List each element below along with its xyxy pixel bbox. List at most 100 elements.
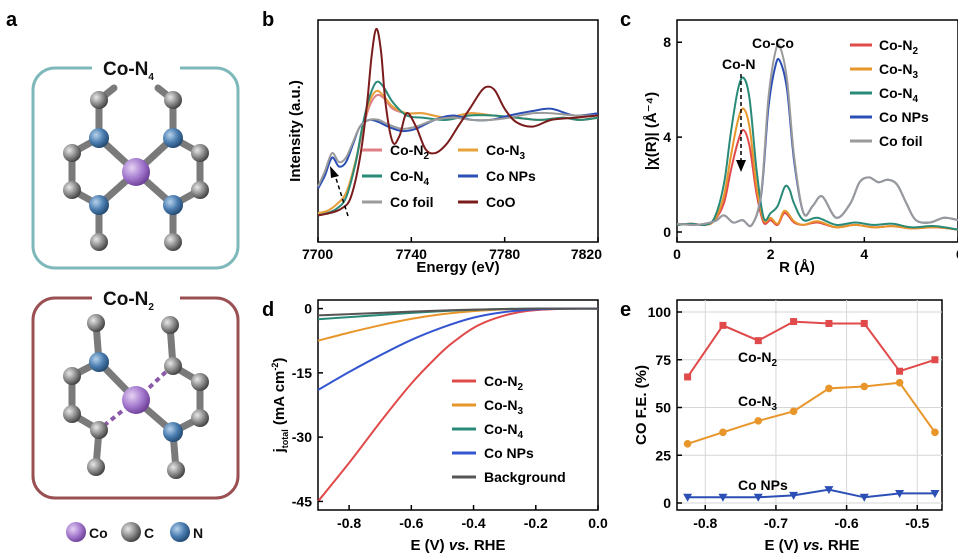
co-atom-label: Co (89, 525, 108, 541)
panel-c-line-co-foil (676, 43, 958, 228)
panel-e-ytick-label: 0 (663, 495, 671, 511)
panel-e-point-co-n3 (683, 439, 692, 448)
panel-d-ytick-label: -15 (292, 365, 312, 381)
panel-e-xtick-label: -0.5 (905, 515, 929, 531)
panel-c-xtick-label: 4 (860, 246, 868, 262)
panel-c-ytick-label: 8 (663, 34, 671, 50)
panel-c-line-co-n4 (676, 76, 958, 231)
panel-d: -0.8 -0.6 -0.4 -0.2 0.0 0 -15 -30 -45 E (V) vs. … (270, 299, 608, 554)
panel-e-label-co-nps: Co NPs (738, 477, 788, 493)
panel-d-xtick-label: -0.4 (461, 515, 485, 531)
panel-e-ytick-label: 75 (655, 352, 671, 368)
panel-b-legend-co-nps: Co NPs (486, 168, 536, 184)
panel-d-xlabel: E (V) vs. RHE (410, 537, 505, 554)
panel-b-legend-co-foil: Co foil (390, 194, 434, 210)
panel-e-point-co-n3 (860, 382, 869, 391)
panel-e-point-co-n2 (754, 337, 762, 345)
panel-b-legend-coo: CoO (486, 194, 516, 210)
panel-d-xtick-label: -0.2 (524, 515, 548, 531)
panel-e-point-co-nps (789, 491, 799, 500)
panel-d-ytick-label: -45 (292, 493, 312, 509)
panel-d-xtick-label: -0.6 (399, 515, 423, 531)
panel-d-xtick-label: 0.0 (588, 515, 608, 531)
panel-b-xtick-label: 7780 (489, 246, 520, 262)
panel-e-xtick-label: -0.7 (764, 515, 788, 531)
panel-e-series (683, 318, 940, 502)
panel-e-grid (677, 300, 942, 510)
panel-e-ylabel: CO F.E. (%) (633, 365, 650, 445)
panel-e-point-co-n2 (860, 319, 868, 327)
panel-d-legend-co-n4: Co-N4 (484, 421, 523, 441)
panel-e: -0.8 -0.7 -0.6 -0.5 0 25 50 75 100 E (V) vs. RHE… (633, 299, 943, 554)
pre-edge-arrowhead (330, 166, 339, 178)
panel-c: 0 2 4 6 0 4 8 Co-Co Co-N R (Å) |χ(R)| (Å⁻⁴) Co… (643, 19, 958, 276)
panel-d-ytick-label: 0 (304, 301, 312, 317)
panel-e-point-co-n2 (684, 373, 692, 381)
co-co-annotation: Co-Co (752, 35, 794, 51)
panel-c-legend-co-n2: Co-N2 (879, 37, 918, 57)
panel-b-xtick-label: 7740 (396, 246, 427, 262)
panel-d-frame (317, 299, 599, 511)
co-atom-swatch (66, 522, 86, 542)
panel-d-ylabel: jtotal (mA cm-2) (270, 358, 290, 454)
panel-d-series (317, 307, 599, 503)
panel-c-ytick-label: 0 (663, 224, 671, 240)
panel-e-xtick-label: -0.6 (835, 515, 859, 531)
panel-c-legend-co-n3: Co-N3 (879, 61, 918, 81)
panel-e-point-co-n3 (719, 428, 727, 437)
panel-b-legend-co-n3: Co-N3 (486, 142, 525, 162)
panel-b-xtick-label: 7820 (571, 246, 602, 262)
panel-c-series (676, 43, 958, 231)
panel-d-legend-background: Background (484, 469, 566, 485)
panel-b-line-coo (317, 27, 599, 217)
panel-e-point-co-n2 (825, 319, 833, 327)
panel-d-legend-co-n3: Co-N3 (484, 397, 523, 417)
panel-c-ticks: 0 2 4 6 0 4 8 (663, 34, 958, 262)
panel-e-point-co-n2 (719, 321, 727, 329)
panel-d-legend-co-nps: Co NPs (484, 445, 534, 461)
c-atom-label: C (144, 525, 154, 541)
panel-e-point-co-n2 (790, 318, 798, 326)
panel-e-ytick-label: 25 (655, 447, 671, 463)
panel-e-ytick-label: 50 (655, 400, 671, 416)
panel-e-point-co-n2 (931, 356, 939, 364)
panel-label-d: d (262, 299, 274, 321)
panel-b-series (317, 27, 599, 217)
panel-label-b: b (262, 9, 274, 31)
panel-e-line-co-n2 (686, 320, 936, 378)
panel-e-point-co-nps (895, 489, 905, 498)
panel-e-series-labels: Co-N2 Co-N3 Co NPs (738, 349, 788, 493)
panel-c-xtick-label: 6 (956, 246, 958, 262)
panel-e-point-co-n3 (931, 428, 939, 437)
panel-e-point-co-n2 (896, 367, 904, 375)
panel-c-xtick-label: 0 (673, 246, 681, 262)
panel-e-line-co-n3 (687, 381, 936, 445)
panel-e-xtick-label: -0.8 (693, 515, 717, 531)
panel-a: Co-N4 Co-N2 (31, 56, 240, 542)
co-n4-title: Co-N4 (103, 59, 154, 83)
panel-e-xlabel: E (V) vs. RHE (764, 537, 859, 554)
panel-b-xticks: 7700 7740 7780 7820 (302, 237, 602, 262)
panel-b-frame (317, 19, 599, 243)
c-atom-swatch (121, 522, 141, 542)
panel-e-point-co-nps (859, 493, 869, 502)
panel-b-legend-co-n4: Co-N4 (390, 168, 429, 188)
panel-e-point-co-nps (753, 493, 763, 502)
panel-c-legend-co-n4: Co-N4 (879, 85, 918, 105)
panel-b-legend: Co-N2 Co-N3 Co-N4 Co NPs Co foil CoO (362, 142, 536, 210)
atom-legend: Co C N (66, 522, 203, 542)
panel-e-label-co-n2: Co-N2 (738, 349, 777, 369)
panel-c-xlabel: R (Å) (779, 259, 815, 276)
panel-label-e: e (620, 299, 631, 321)
panel-b-xlabel: Energy (eV) (416, 259, 499, 276)
co-n-annotation: Co-N (722, 56, 755, 72)
panel-label-c: c (620, 9, 631, 31)
pre-edge-arrow (333, 171, 349, 217)
panel-e-line-co-nps (687, 488, 935, 499)
panel-c-legend-co-nps: Co NPs (879, 109, 929, 125)
panel-d-xtick-label: -0.8 (337, 515, 361, 531)
panel-e-ticks: -0.8 -0.7 -0.6 -0.5 0 25 50 75 100 (648, 304, 930, 531)
n-atom-swatch (170, 522, 190, 542)
co-n2-title: Co-N2 (103, 289, 154, 313)
panel-e-label-co-n3: Co-N3 (738, 393, 777, 413)
